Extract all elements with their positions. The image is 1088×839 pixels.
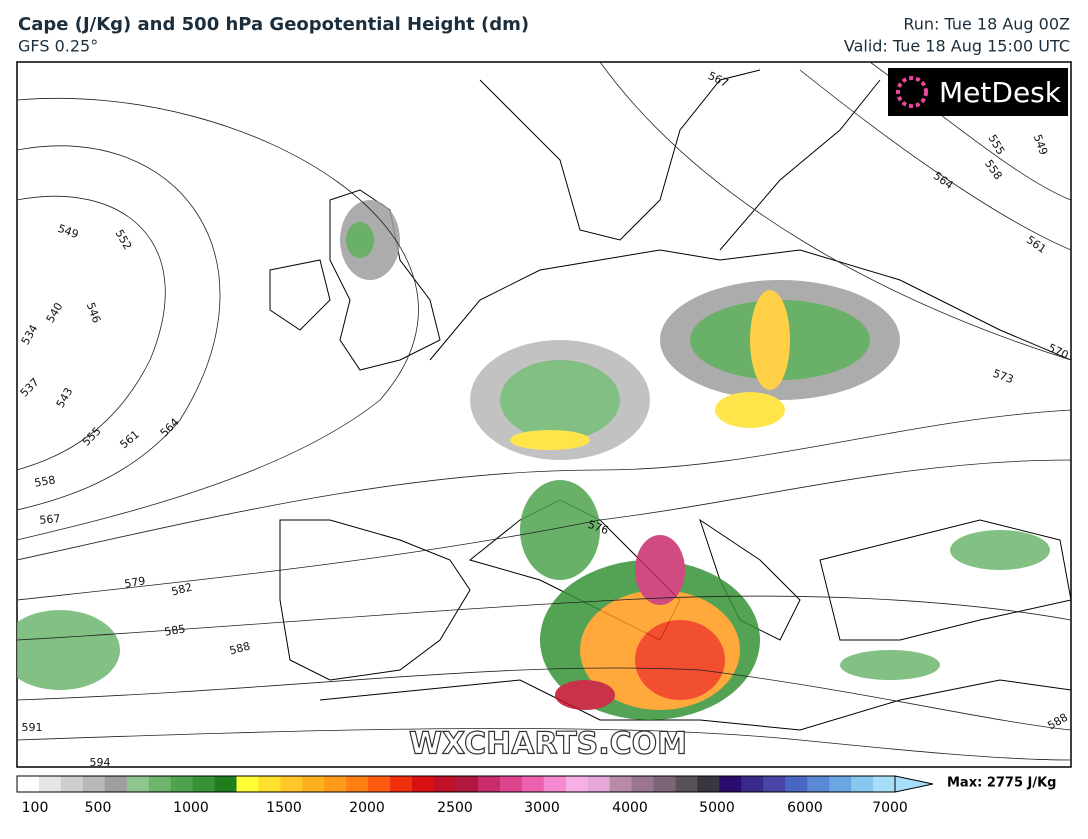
colorbar-swatch [873,776,896,792]
colorbar-swatch [675,776,698,792]
colorbar-swatch [280,776,303,792]
run: Run: Tue 18 Aug 00Z [903,15,1070,34]
colorbar-swatch [214,776,237,792]
colorbar-swatch [17,776,40,792]
colorbar-swatch [851,776,874,792]
colorbar-swatch [763,776,786,792]
colorbar-swatch [477,776,501,792]
colorbar-swatch [302,776,325,792]
colorbar-swatch [499,776,523,792]
colorbar-swatch [412,776,435,792]
colorbar-swatch [741,776,764,792]
contour-label: 582 [170,581,194,599]
contour-label: 585 [163,622,186,638]
colorbar-swatch [697,776,720,792]
contour-label: 591 [22,721,43,734]
colorbar-frame [16,775,896,793]
colorbar-swatch [653,776,676,792]
colorbar-swatch [587,776,611,792]
max-label: Max: 2775 J/Kg [947,776,1057,791]
colorbar-tick-label: 500 [85,800,112,816]
colorbar-swatch [719,776,742,792]
contour-label: 558 [33,473,56,489]
colorbar-tick-label: 2500 [437,800,473,816]
colorbar-arrow [894,775,934,793]
colorbar-swatch [390,776,413,792]
colorbar-swatch [434,776,457,792]
colorbar-swatch [82,776,106,792]
contour-label: 588 [228,640,252,658]
colorbar-swatch [38,776,62,792]
contour-label: 594 [90,756,111,769]
colorbar-swatch [324,776,347,792]
colorbar-tick-label: 7000 [872,800,908,816]
colorbar-tick-label: 4000 [612,800,648,816]
contour-label: 567 [39,512,61,527]
colorbar-tick-label: 100 [22,800,49,816]
colorbar-swatch [829,776,852,792]
logo: MetDesk [939,76,1062,109]
colorbar-swatch [170,776,194,792]
colorbar-swatch [543,776,567,792]
colorbar-swatch [236,776,259,792]
title: Cape (J/Kg) and 500 hPa Geopotential Hei… [18,14,529,35]
colorbar-swatch [368,776,391,792]
colorbar-swatch [565,776,589,792]
colorbar-swatch [258,776,281,792]
logo-box [888,68,1068,116]
colorbar-swatch [126,776,150,792]
colorbar-swatch [104,776,128,792]
model: GFS 0.25° [18,37,98,56]
colorbar-swatch [609,776,633,792]
colorbar-tick-label: 5000 [699,800,735,816]
colorbar-swatch [456,776,479,792]
valid: Valid: Tue 18 Aug 15:00 UTC [844,37,1070,56]
colorbar-swatch [807,776,830,792]
colorbar-swatch [785,776,808,792]
colorbar-swatch [192,776,216,792]
colorbar-tick-label: 1000 [173,800,209,816]
colorbar-swatch [521,776,545,792]
colorbar-swatch [346,776,369,792]
contour-label: 579 [123,574,146,590]
colorbar-tick-label: 3000 [524,800,560,816]
colorbar-tick-label: 2000 [349,800,385,816]
colorbar-swatch [631,776,655,792]
colorbar-tick-label: 6000 [787,800,823,816]
colorbar: 100 500 1000 1500 2000 2500 3000 4000 5000 6000 70… [16,775,934,816]
colorbar-swatch [148,776,172,792]
colorbar-swatch [60,776,84,792]
watermark: WXCHARTS.COM [409,727,687,762]
colorbar-tick-label: 1500 [266,800,302,816]
